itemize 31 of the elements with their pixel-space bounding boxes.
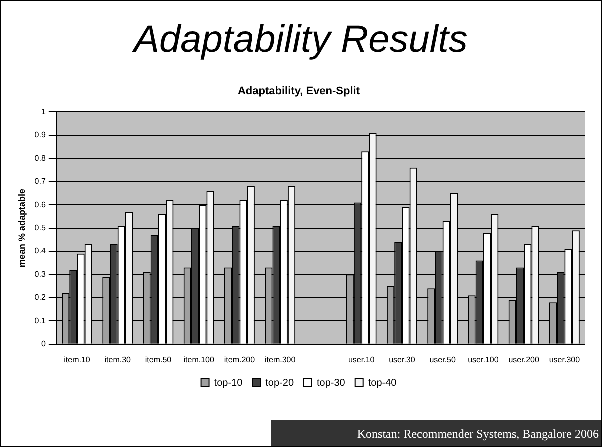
x-tick-label: user.50 — [430, 355, 456, 364]
x-tick-label: user.300 — [549, 355, 581, 364]
chart-subtitle: Adaptability, Even-Split — [238, 86, 360, 98]
y-tick-label: 0.2 — [34, 293, 46, 302]
y-tick-label: 0.1 — [34, 316, 46, 326]
y-tick-label: 0.6 — [34, 200, 46, 210]
x-tick-label: item.10 — [64, 355, 91, 364]
legend-label: top-10 — [214, 378, 244, 389]
y-tick-label: 0.9 — [34, 130, 46, 140]
y-tick-label: 1 — [41, 107, 46, 116]
chart-title: Adaptability Results — [131, 19, 469, 62]
x-tick-label: item.30 — [104, 355, 132, 364]
x-tick-label: item.50 — [145, 355, 172, 364]
y-tick-label: 0.5 — [34, 224, 46, 233]
x-tick-label: user.100 — [468, 355, 500, 364]
text: Konstan: Recommender Systems, Bangalore 2006 — [357, 427, 599, 442]
y-tick-label: 0.3 — [34, 270, 46, 279]
legend-label: top-40 — [368, 378, 398, 389]
y-axis-title: mean % adaptable — [16, 189, 27, 268]
x-tick-label: item.100 — [184, 355, 215, 364]
x-tick-label: user.10 — [348, 355, 376, 364]
y-tick-label: 0.4 — [34, 246, 46, 256]
legend-label: top-20 — [266, 378, 294, 389]
x-tick-label: user.30 — [389, 355, 416, 364]
y-tick-label: 0 — [41, 340, 46, 349]
x-tick-label: user.200 — [508, 355, 540, 364]
legend-label: top-30 — [317, 378, 346, 389]
y-tick-label: 0.7 — [34, 177, 46, 186]
x-tick-label: item.300 — [264, 355, 296, 364]
x-tick-label: item.200 — [224, 355, 256, 364]
y-tick-label: 0.8 — [34, 154, 46, 163]
